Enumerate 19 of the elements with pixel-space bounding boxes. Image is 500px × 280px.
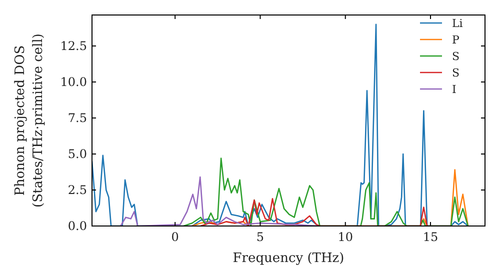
y-tick-label: 5.0 <box>68 146 87 161</box>
y-tick-label: 12.5 <box>60 38 87 53</box>
x-tick-label: 15 <box>422 230 438 244</box>
y-tick-label: 10.0 <box>60 74 87 89</box>
y-tick-label: 0.0 <box>68 219 87 233</box>
legend-label: S <box>452 50 460 63</box>
line-series <box>182 158 469 226</box>
line-series <box>120 176 319 226</box>
x-axis-title: Frequency (THz) <box>232 251 344 266</box>
x-tick-label: 5 <box>256 230 264 244</box>
x-tick-label: 10 <box>338 230 354 244</box>
y-tick-label: 7.5 <box>68 110 87 125</box>
x-tick-label: 0 <box>171 230 179 244</box>
legend-label: S <box>452 66 460 80</box>
legend-label: P <box>452 34 460 46</box>
y-tick-label: 2.5 <box>68 182 87 197</box>
legend-label: Li <box>452 17 464 30</box>
y-axis-title: Phonon projected DOS (States/THz·primitive cell) <box>13 33 46 208</box>
legend-label: I <box>452 83 456 96</box>
